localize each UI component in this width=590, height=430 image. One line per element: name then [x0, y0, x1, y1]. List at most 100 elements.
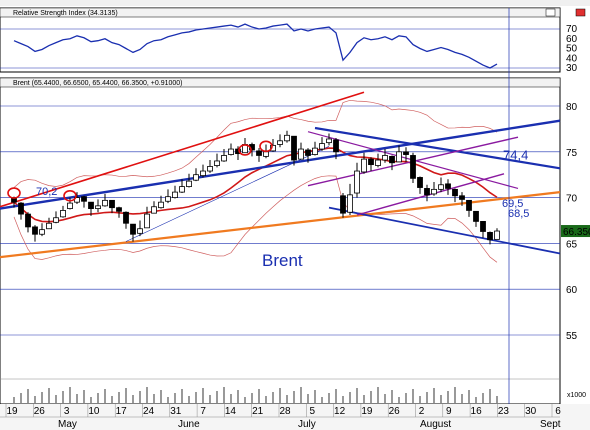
x-day-label: 28	[279, 406, 291, 417]
price-panel: Brent (65.4400, 66.6500, 65.4400, 66.350…	[0, 77, 590, 405]
rsi-panel-frame	[0, 7, 561, 73]
x-month-label: July	[298, 419, 316, 430]
candle-body	[354, 170, 360, 194]
candle-body	[137, 228, 143, 234]
purple-line-lower	[356, 173, 505, 216]
candle-body	[158, 201, 164, 209]
chart-title: Brent	[262, 251, 303, 270]
x-day-label: 9	[446, 406, 452, 417]
candle-body	[270, 144, 276, 152]
x-day-label: 12	[334, 406, 346, 417]
last-price-box	[561, 225, 590, 238]
rsi-y-tick: 70	[566, 24, 578, 35]
x-day-label: 14	[225, 406, 237, 417]
price-y-tick: 55	[566, 331, 578, 342]
candle-body	[18, 202, 24, 215]
rsi-y-tick: 30	[566, 63, 578, 74]
price-y-tick: 60	[566, 285, 578, 296]
x-day-label: 26	[389, 406, 401, 417]
candle-body	[284, 134, 290, 142]
candle-body	[67, 202, 73, 209]
trend-lines	[0, 91, 561, 259]
candle-body	[333, 139, 339, 153]
x-day-label: 2	[419, 406, 425, 417]
rsi-grid	[0, 28, 560, 69]
candle-body	[396, 151, 402, 163]
window-close[interactable]	[575, 8, 586, 17]
blue-trend-line	[0, 119, 561, 210]
highlight-circles	[7, 140, 273, 202]
candle-body	[256, 150, 262, 156]
candle-body	[39, 229, 45, 235]
price-header-bar	[0, 77, 561, 88]
candle-body	[466, 199, 472, 211]
x-day-label: 7	[200, 406, 206, 417]
candles	[11, 130, 500, 245]
last-price-text: 66.350	[563, 227, 590, 238]
price-y-tick: 80	[566, 102, 578, 113]
x-axis: 19 26 3 10 17 24 31 7 14 21 28 5 12 19 26 2 9 16 23 30 6 May…	[0, 404, 590, 430]
price-annotation: 74,4	[503, 147, 528, 162]
x-day-label: 26	[34, 406, 46, 417]
x-day-label: 30	[525, 406, 537, 417]
candle-body	[25, 213, 31, 228]
bollinger-upper	[13, 99, 498, 188]
candle-body	[186, 180, 192, 188]
candle-body	[32, 226, 38, 235]
candle-body	[452, 188, 458, 197]
x-month-label: Sept	[540, 419, 561, 430]
candle-body	[109, 199, 115, 209]
candle-body	[312, 147, 318, 155]
x-day-label: 3	[64, 406, 70, 417]
candle-body	[277, 140, 283, 145]
price-y-tick: 65	[566, 239, 578, 250]
candle-body	[403, 151, 409, 155]
candle-body	[221, 155, 227, 162]
thin-trend-line	[125, 146, 330, 242]
candle-body	[81, 196, 87, 202]
price-panel-frame	[0, 77, 561, 405]
rsi-line	[13, 23, 498, 69]
x-day-label: 19	[6, 406, 18, 417]
x-day-label: 5	[310, 406, 316, 417]
price-annotation: 68,5	[508, 208, 529, 220]
toolbar-fragment	[0, 0, 590, 6]
candle-body	[410, 155, 416, 179]
x-day-label: 10	[88, 406, 100, 417]
price-header: Brent (65.4400, 66.6500, 65.4400, 66.350…	[13, 80, 183, 87]
candle-body	[228, 148, 234, 155]
candle-body	[298, 148, 304, 160]
x-day-labels: 19 26 3 10 17 24 31 7 14 21 28 5 12 19 26 2 9 16 23 30 6	[5, 404, 561, 417]
candle-body	[235, 148, 241, 155]
x-day-label: 24	[143, 406, 155, 417]
candle-body	[487, 232, 493, 241]
last-price-tag: 66.350	[561, 225, 590, 238]
candle-body	[417, 177, 423, 188]
candle-body	[130, 223, 136, 235]
x-month-label: August	[420, 419, 451, 430]
moving-average	[13, 147, 498, 223]
rsi-y-tick: 60	[566, 34, 578, 45]
x-day-label: 16	[471, 406, 483, 417]
candle-body	[46, 222, 52, 230]
candle-body	[424, 188, 430, 196]
candle-body	[207, 166, 213, 172]
candle-body	[116, 207, 122, 212]
candle-body	[445, 183, 451, 189]
x-day-label: 17	[116, 406, 128, 417]
volume-strip	[0, 378, 560, 403]
candle-body	[144, 213, 150, 229]
candle-body	[347, 194, 353, 213]
candle-body	[473, 210, 479, 222]
candle-body	[53, 217, 59, 223]
price-y-axis: 80 75 70 65 60 55	[566, 102, 578, 342]
x-month-label: June	[178, 419, 200, 430]
candle-body	[60, 210, 66, 218]
window-minimize[interactable]	[545, 8, 556, 17]
x-day-label: 23	[498, 406, 510, 417]
bollinger-lower	[13, 175, 498, 263]
candle-body	[172, 191, 178, 199]
